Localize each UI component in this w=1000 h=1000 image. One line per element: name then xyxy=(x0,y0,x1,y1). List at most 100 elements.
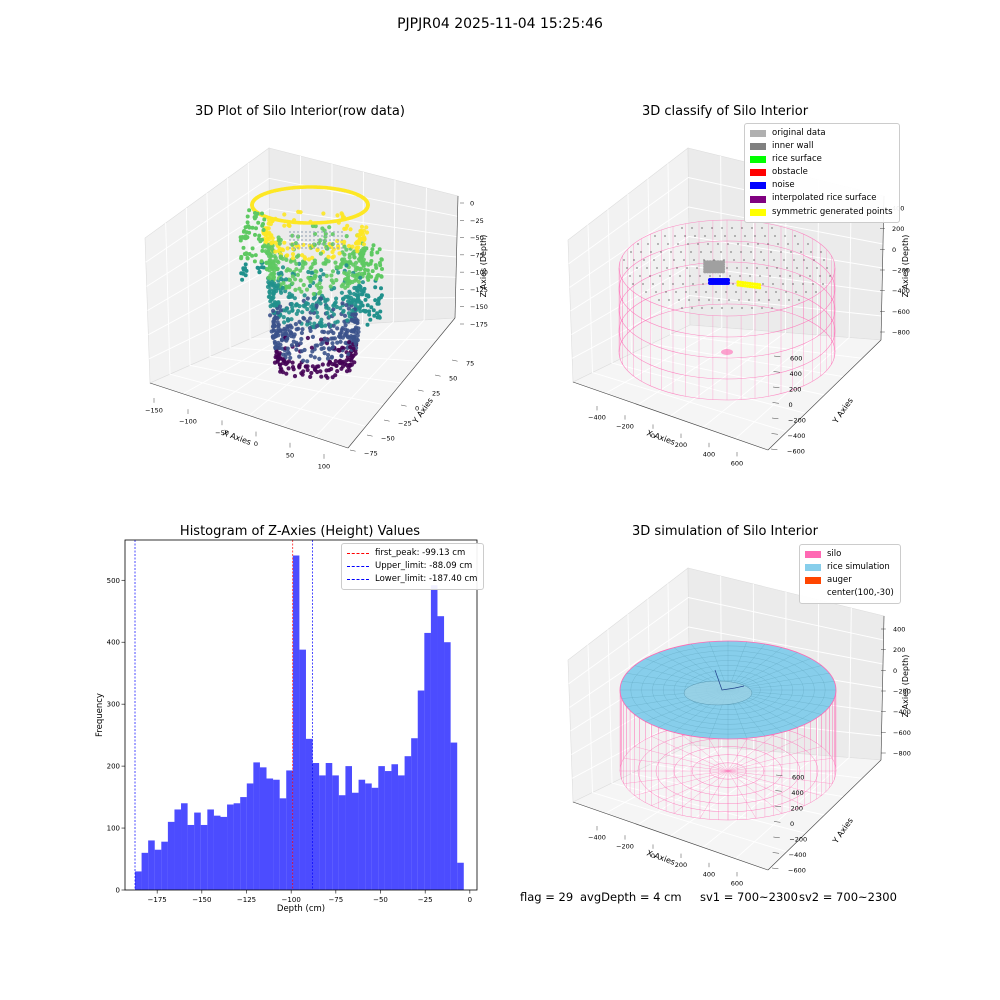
raw-point xyxy=(341,235,343,237)
raw-point xyxy=(244,235,249,240)
classify-grid-point xyxy=(710,251,712,253)
raw-point xyxy=(314,269,319,274)
raw-point xyxy=(326,330,331,335)
raw-point xyxy=(247,208,252,213)
classify-grid-point xyxy=(666,267,668,269)
sim-z-tick-label: −200 xyxy=(893,688,911,696)
x-tick-label: 0 xyxy=(468,896,472,904)
raw-point xyxy=(367,309,372,314)
raw-point xyxy=(273,240,278,245)
classify-grid-point xyxy=(705,291,707,293)
raw-point xyxy=(298,341,303,346)
raw-point xyxy=(290,308,295,313)
raw-point xyxy=(305,322,310,327)
classify-grid-point xyxy=(708,299,710,301)
raw-point xyxy=(347,368,352,373)
classify-grid-point xyxy=(809,275,811,277)
classify-grid-point xyxy=(681,307,683,309)
classify-grid-point xyxy=(724,235,726,237)
classify-grid-point xyxy=(721,227,723,229)
classify-symmetric-point xyxy=(738,283,742,287)
raw-point xyxy=(338,264,343,270)
classify-grid-point xyxy=(687,243,689,245)
legend-swatch xyxy=(750,143,766,151)
raw-point xyxy=(316,241,321,246)
raw-point xyxy=(273,249,278,254)
raw-point xyxy=(244,252,249,257)
classify-grid-point xyxy=(698,299,700,301)
raw-point xyxy=(360,280,365,285)
raw-point xyxy=(340,345,345,350)
raw-point xyxy=(294,267,299,272)
classify-grid-point xyxy=(692,283,694,285)
raw-point xyxy=(322,351,327,356)
raw-point xyxy=(284,253,289,258)
raw-point xyxy=(278,369,283,374)
classify-symmetric-point xyxy=(753,282,757,286)
raw-point xyxy=(276,260,281,265)
classify-grid-point xyxy=(787,243,789,245)
raw-point xyxy=(326,352,331,358)
auger-trace xyxy=(714,669,745,691)
raw-point xyxy=(378,263,383,268)
cls-z-tick-label: −200 xyxy=(892,267,910,275)
sim-y-tick-label: 600 xyxy=(792,774,804,782)
raw-point xyxy=(374,276,379,281)
raw-point xyxy=(335,213,340,218)
raw-point xyxy=(256,220,261,225)
raw-point xyxy=(350,335,355,340)
raw-point xyxy=(294,311,299,316)
raw-point xyxy=(325,310,330,316)
raw-xlabel: X Axies xyxy=(221,428,252,447)
histogram-bar xyxy=(352,792,359,890)
raw-point xyxy=(272,259,277,264)
raw-point xyxy=(353,317,358,322)
raw-point xyxy=(306,269,311,275)
classify-panel-title: 3D classify of Silo Interior xyxy=(641,104,809,119)
raw-point xyxy=(273,345,278,350)
classify-grid-point xyxy=(676,267,678,269)
footer-sv2: sv2 = 700~2300 xyxy=(799,890,897,904)
raw-point xyxy=(375,301,380,306)
legend-label: original data xyxy=(772,128,826,138)
simulation-legend-item: rice simulation xyxy=(805,561,894,574)
raw-point xyxy=(337,243,339,245)
raw-point xyxy=(324,368,329,373)
classify-grid-point xyxy=(820,251,822,253)
raw-y-tick-mark xyxy=(400,404,407,407)
raw-point xyxy=(272,324,277,329)
raw-point xyxy=(339,211,344,216)
raw-point xyxy=(250,253,255,258)
classify-grid-point xyxy=(771,307,773,309)
raw-point xyxy=(262,217,267,222)
classify-grid-point xyxy=(782,283,784,285)
raw-point xyxy=(306,275,311,280)
classify-grid-point xyxy=(660,251,662,253)
histogram-bar xyxy=(325,763,333,890)
x-tick-label: −100 xyxy=(282,896,301,904)
x-tick-label: −75 xyxy=(328,896,343,904)
raw-point xyxy=(379,286,383,291)
raw-point xyxy=(279,290,284,295)
classify-grid-point xyxy=(726,267,728,269)
raw-point xyxy=(256,237,261,241)
raw-point xyxy=(331,254,336,259)
histogram-bar xyxy=(187,824,195,890)
histogram-bar xyxy=(240,797,247,890)
raw-point xyxy=(276,283,281,288)
histogram-bar xyxy=(194,812,201,890)
raw-point xyxy=(301,282,306,288)
classify-symmetric-point xyxy=(753,285,757,289)
classify-legend: original data inner wall rice surface obsta… xyxy=(744,123,900,223)
raw-point-cloud xyxy=(238,185,384,380)
classify-grid-point xyxy=(685,291,687,293)
raw-point xyxy=(289,247,291,249)
z-axis-line xyxy=(880,615,885,761)
raw-point xyxy=(301,231,303,233)
raw-point xyxy=(346,243,352,249)
raw-point xyxy=(370,269,375,274)
raw-point xyxy=(297,239,299,241)
y-tick-label: 300 xyxy=(107,701,120,709)
raw-point xyxy=(341,239,343,241)
raw-point xyxy=(289,343,294,348)
